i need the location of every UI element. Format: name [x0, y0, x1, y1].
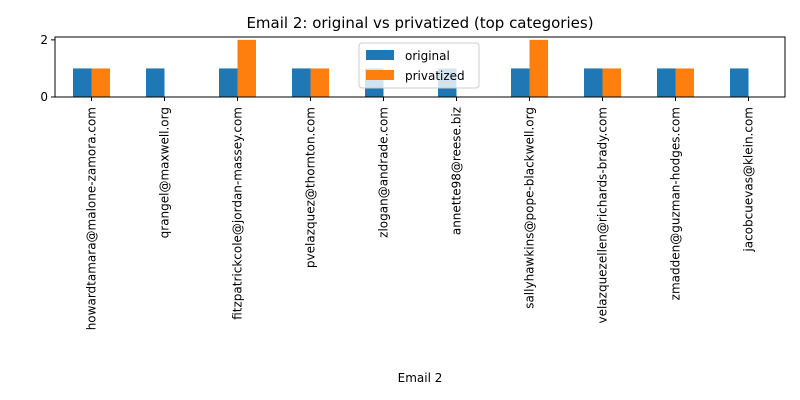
- y-tick-label: 0: [40, 90, 48, 104]
- axes-group: [54, 36, 786, 98]
- bar-privatized-2: [237, 39, 256, 97]
- bar-privatized-6: [529, 39, 548, 97]
- x-tick-label: jacobcuevas@klein.com: [742, 107, 756, 253]
- bar-privatized-8: [675, 68, 694, 97]
- legend-swatch-privatized: [366, 70, 394, 80]
- legend-label-privatized: privatized: [405, 69, 465, 83]
- x-tick-label: pvelazquez@thornton.com: [304, 107, 318, 268]
- y-tick-label: 2: [40, 33, 48, 47]
- x-tick-label: sallyhawkins@pope-blackwell.org: [523, 107, 537, 309]
- legend-label-original: original: [405, 49, 450, 63]
- x-tick-label: qrangel@maxwell.org: [158, 107, 172, 238]
- x-axis-label: Email 2: [398, 371, 443, 385]
- x-ticks-group: howardtamara@malone-zamora.com qrangel@ma…: [85, 97, 756, 330]
- bar-original-6: [511, 68, 530, 97]
- legend-swatch-original: [366, 50, 394, 60]
- bar-original-9: [730, 68, 749, 97]
- bar-original-3: [292, 68, 311, 97]
- x-tick-label: fitzpatrickcole@jordan-massey.com: [231, 107, 245, 320]
- plot-frame: [54, 36, 786, 98]
- x-tick-label: howardtamara@malone-zamora.com: [85, 107, 99, 330]
- bar-original-8: [657, 68, 676, 97]
- bar-original-1: [146, 68, 165, 97]
- y-ticks-group: 02: [40, 33, 55, 104]
- bar-original-7: [584, 68, 603, 97]
- x-tick-label: velazquezellen@richards-brady.com: [596, 107, 610, 324]
- chart-title: Email 2: original vs privatized (top cat…: [246, 14, 593, 32]
- bars-group: [73, 39, 749, 97]
- legend: original privatized: [358, 42, 480, 89]
- bar-privatized-0: [91, 68, 110, 97]
- x-tick-label: zmadden@guzman-hodges.com: [669, 107, 683, 300]
- bar-original-2: [219, 68, 238, 97]
- bar-original-0: [73, 68, 92, 97]
- bar-privatized-3: [310, 68, 329, 97]
- bar-privatized-7: [602, 68, 621, 97]
- x-tick-label: annette98@reese.biz: [450, 107, 464, 235]
- x-tick-label: zlogan@andrade.com: [377, 107, 391, 238]
